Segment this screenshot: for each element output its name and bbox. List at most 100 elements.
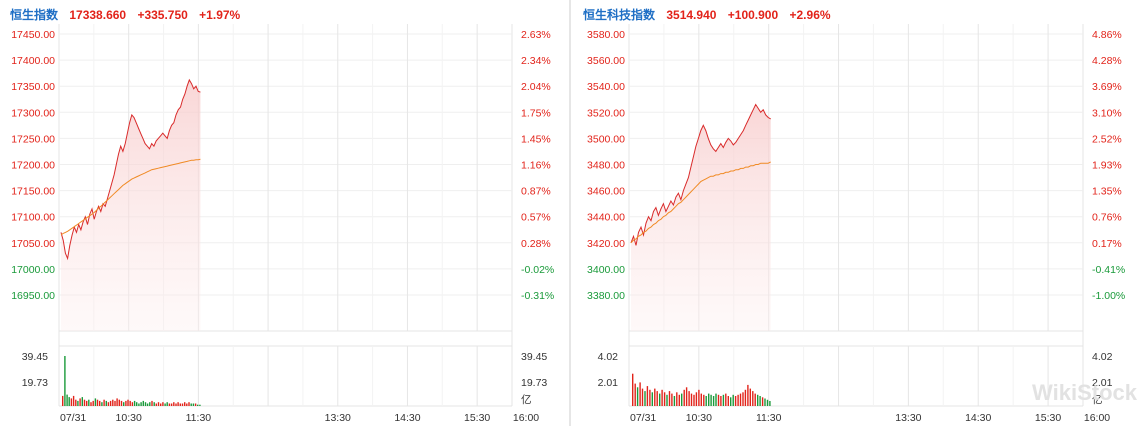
volume-bar: [739, 393, 742, 406]
index-name[interactable]: 恒生科技指数: [583, 8, 656, 22]
price-tick-label: 17300.00: [11, 107, 55, 119]
volume-bar: [641, 388, 644, 406]
pct-tick-label: 1.16%: [521, 160, 551, 172]
index-change: +335.750: [137, 8, 188, 22]
volume-bar: [170, 403, 173, 406]
volume-bar: [744, 389, 747, 406]
volume-bar: [92, 400, 94, 406]
volume-bar: [118, 399, 120, 406]
index-change-pct: +2.96%: [789, 8, 831, 22]
index-name[interactable]: 恒生指数: [10, 8, 59, 22]
volume-bar: [693, 394, 695, 406]
volume-bar: [737, 394, 739, 406]
volume-bar: [766, 399, 769, 406]
volume-bar: [166, 402, 168, 406]
volume-bar: [162, 402, 164, 406]
volume-bar: [757, 394, 759, 406]
volume-bar: [131, 402, 134, 406]
x-tick-label: 11:30: [186, 412, 212, 424]
volume-bar: [199, 404, 201, 406]
pct-tick-label: 1.45%: [521, 133, 551, 145]
volume-bar: [715, 393, 717, 406]
volume-bar: [700, 393, 702, 406]
x-tick-label: 16:00: [513, 412, 539, 424]
volume-bar: [649, 389, 651, 406]
volume-bar: [116, 398, 118, 406]
volume-bar: [129, 400, 131, 406]
volume-bar: [188, 402, 190, 406]
volume-bar: [146, 403, 149, 406]
volume-bar: [88, 399, 90, 406]
volume-bar: [720, 396, 722, 406]
volume-bar: [133, 400, 136, 406]
volume-bar: [123, 402, 125, 406]
price-tick-label: 3480.00: [587, 160, 625, 172]
price-area-fill: [61, 79, 201, 332]
volume-bar: [705, 396, 707, 406]
volume-bar: [120, 400, 123, 406]
volume-bar: [688, 391, 690, 406]
volume-bar: [656, 391, 658, 406]
index-change: +100.900: [727, 8, 779, 22]
volume-bar: [101, 402, 103, 406]
volume-bar: [155, 403, 157, 406]
price-tick-label: 17350.00: [11, 81, 55, 93]
x-tick-label: 07/31: [60, 412, 86, 424]
volume-bar: [114, 400, 116, 406]
volume-bar: [759, 396, 761, 406]
volume-bar: [742, 392, 744, 406]
volume-bar: [666, 394, 668, 406]
volume-bar: [644, 391, 646, 406]
volume-tick-label: 2.01: [598, 377, 619, 389]
volume-bar: [690, 393, 693, 406]
volume-bar: [685, 387, 688, 406]
volume-bar: [77, 400, 79, 406]
volume-tick-label: 19.73: [521, 377, 547, 389]
volume-bar: [659, 393, 661, 406]
volume-bar: [683, 389, 685, 406]
volume-bar: [90, 402, 92, 406]
x-tick-label: 10:30: [686, 412, 712, 424]
volume-bar: [96, 399, 99, 406]
volume-bar: [668, 391, 671, 406]
pct-tick-label: 0.57%: [521, 212, 551, 224]
price-tick-label: 3440.00: [587, 212, 625, 224]
pct-tick-label: 2.34%: [521, 55, 551, 67]
volume-bar: [194, 403, 197, 406]
volume-bar: [732, 394, 734, 406]
price-tick-label: 17100.00: [11, 212, 55, 224]
panel-divider: [569, 0, 571, 426]
volume-bar: [754, 393, 756, 406]
pct-tick-label: 1.75%: [521, 107, 551, 119]
volume-bar: [197, 404, 199, 406]
volume-bar: [175, 403, 177, 406]
chart-header: 恒生指数 17338.660 +335.750 +1.97%: [10, 6, 248, 23]
average-line: [60, 158, 201, 236]
intraday-chart[interactable]: 3580.00 4.86% 3560.00 4.28% 3540.00 3.69% 3520…: [573, 0, 1147, 426]
volume-bar: [695, 392, 698, 406]
volume-bar: [747, 384, 749, 406]
volume-bar: [72, 395, 75, 406]
index-price: 3514.940: [666, 8, 717, 22]
price-tick-label: 17150.00: [11, 186, 55, 198]
volume-bar: [79, 398, 81, 406]
volume-bar: [81, 397, 83, 406]
volume-bar: [109, 400, 112, 406]
volume-bar: [138, 403, 140, 406]
x-tick-label: 15:30: [1035, 412, 1061, 424]
x-tick-label: 13:30: [895, 412, 921, 424]
intraday-chart[interactable]: 17450.00 2.63% 17400.00 2.34% 17350.00 2.04% 1…: [0, 0, 568, 426]
volume-bar: [676, 392, 678, 406]
volume-bar: [632, 373, 634, 406]
volume-bar: [634, 383, 636, 406]
volume-bar: [734, 396, 737, 406]
volume-bar: [151, 400, 153, 406]
volume-bar: [83, 399, 86, 406]
volume-bar: [730, 397, 732, 406]
volume-bar: [164, 403, 166, 406]
volume-bar: [725, 393, 727, 406]
volume-bar: [654, 388, 656, 406]
pct-tick-label: 4.28%: [1092, 55, 1122, 67]
volume-bar: [703, 394, 705, 406]
x-tick-label: 10:30: [116, 412, 142, 424]
